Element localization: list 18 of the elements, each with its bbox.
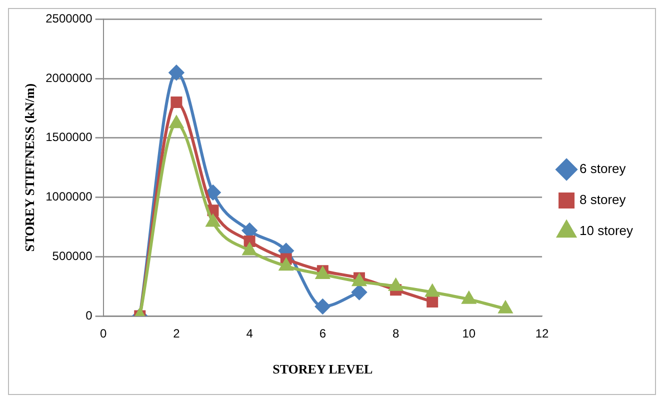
legend-label: 10 storey bbox=[580, 223, 634, 238]
legend-label: 8 storey bbox=[580, 192, 626, 208]
x-tick-label: 10 bbox=[462, 326, 476, 341]
y-tick-label: 0 bbox=[86, 308, 93, 322]
y-tick-label: 2000000 bbox=[46, 70, 93, 85]
y-tick-label: 2500000 bbox=[46, 12, 93, 26]
x-tick-label: 6 bbox=[319, 326, 326, 341]
y-tick-label: 1000000 bbox=[46, 190, 93, 204]
x-tick-label: 4 bbox=[246, 326, 254, 341]
y-tick-label: 500000 bbox=[52, 248, 93, 263]
x-tick-label: 0 bbox=[100, 326, 107, 341]
y-tick-label: 1500000 bbox=[46, 130, 93, 144]
legend-label: 6 storey bbox=[580, 161, 626, 176]
x-tick-label: 8 bbox=[392, 326, 400, 341]
x-tick-label: 12 bbox=[535, 326, 550, 341]
x-tick-label: 2 bbox=[173, 326, 180, 341]
y-axis-title: STOREY STIFFNESS (kN/m) bbox=[22, 83, 38, 252]
x-axis-title: STOREY LEVEL bbox=[272, 362, 374, 377]
